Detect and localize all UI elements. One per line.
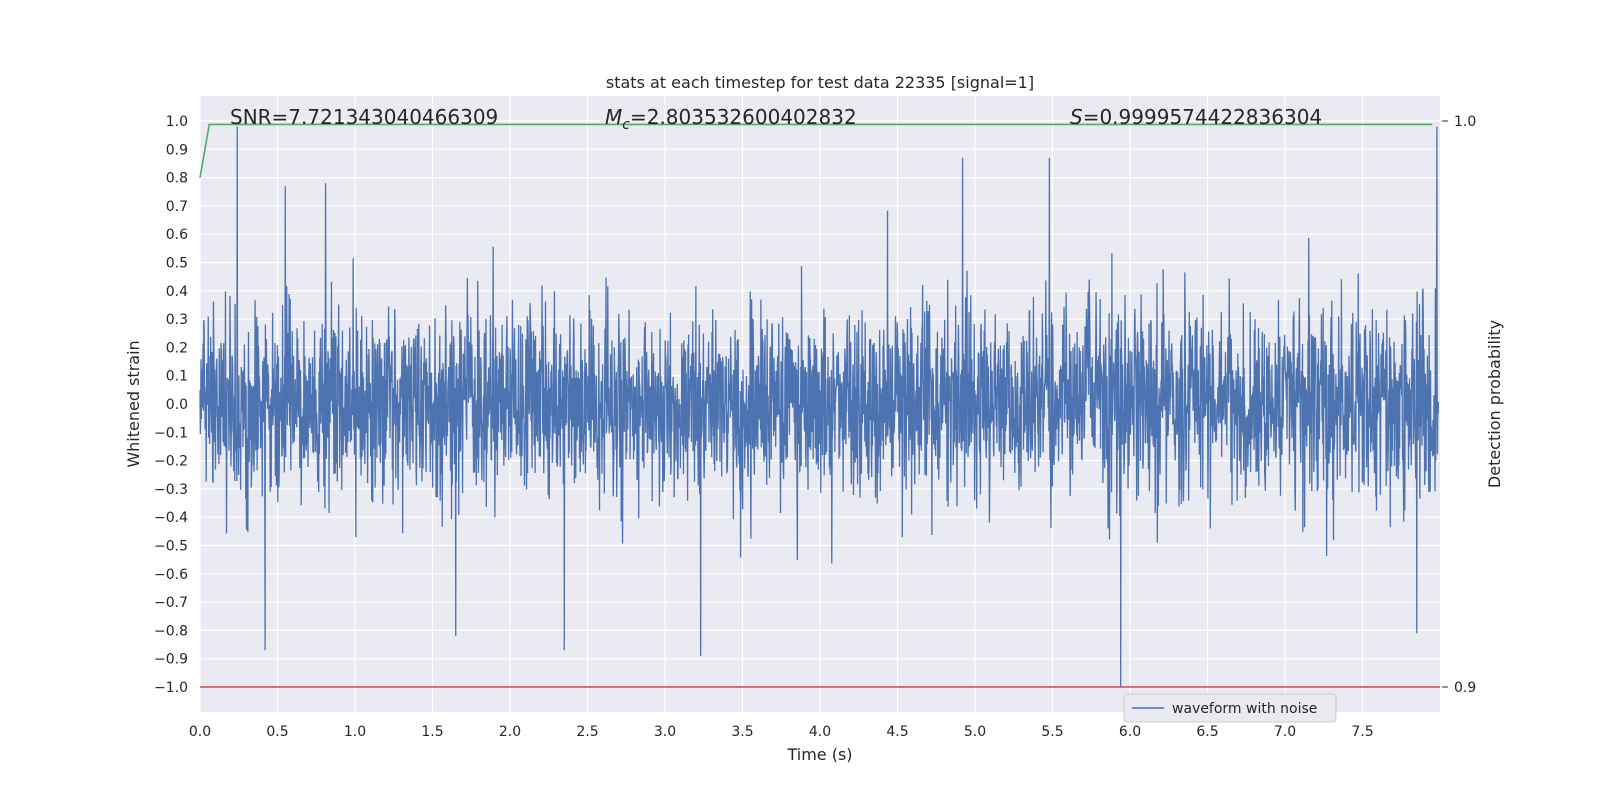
y-tick-label: −0.9 <box>154 652 188 668</box>
snr-annotation: SNR=7.721343040466309 <box>230 105 498 129</box>
x-tick-label: 2.5 <box>576 724 598 740</box>
x-tick-label: 4.5 <box>886 724 908 740</box>
y-tick-label: 0.3 <box>166 312 188 328</box>
x-tick-label: 2.0 <box>499 724 521 740</box>
y-tick-label: 0.7 <box>166 199 188 215</box>
x-tick-label: 6.0 <box>1119 724 1141 740</box>
line-series <box>199 123 1440 688</box>
y2-tick-label: 1.0 <box>1454 114 1476 130</box>
x-tick-label: 5.5 <box>1041 724 1063 740</box>
x-tick-label: 6.5 <box>1196 724 1218 740</box>
y-tick-label: 0.8 <box>166 171 188 187</box>
x-tick-label: 0.5 <box>266 724 288 740</box>
y-tick-label: 0.0 <box>166 397 188 413</box>
tick-labels: 0.0 0.5 1.0 1.5 2.0 2.5 3.0 3.5 4.0 4.5 5.0 5.5 6.0 6… <box>154 114 1476 740</box>
y-tick-label: −0.6 <box>154 567 188 583</box>
y-tick-label: −0.7 <box>154 595 188 611</box>
x-tick-label: 3.5 <box>731 724 753 740</box>
waveform-with-noise-line <box>199 126 1440 688</box>
legend: waveform with noise <box>1123 693 1337 723</box>
y-tick-label: 0.9 <box>166 142 188 158</box>
y-tick-label: 0.4 <box>166 284 188 300</box>
y-tick-label: −0.2 <box>154 454 188 470</box>
chart-title: stats at each timestep for test data 223… <box>606 73 1034 92</box>
y-tick-label: 0.5 <box>166 256 188 272</box>
y-tick-label: 1.0 <box>166 114 188 130</box>
score-annotation: S=0.9999574422836304 <box>1070 105 1322 129</box>
y-tick-label: 0.6 <box>166 227 188 243</box>
chirp-mass-annotation: Mc=2.803532600402832 <box>605 105 857 133</box>
y-tick-label: −0.4 <box>154 510 188 526</box>
waveform-series <box>199 126 1440 688</box>
x-tick-label: 3.0 <box>654 724 676 740</box>
x-tick-label: 7.5 <box>1351 724 1373 740</box>
x-tick-label: 7.0 <box>1274 724 1296 740</box>
y2-axis-label: Detection probability <box>1485 320 1504 488</box>
x-tick-label: 1.0 <box>344 724 366 740</box>
detection-probability-line <box>199 123 1433 178</box>
y-tick-label: −0.8 <box>154 623 188 639</box>
x-tick-label: 0.0 <box>189 724 211 740</box>
x-tick-label: 4.0 <box>809 724 831 740</box>
y-tick-label: 0.1 <box>166 369 188 385</box>
x-tick-label: 1.5 <box>421 724 443 740</box>
y-tick-label: −0.3 <box>154 482 188 498</box>
legend-box <box>1123 693 1337 723</box>
y-tick-label: −0.1 <box>154 425 188 441</box>
legend-label: waveform with noise <box>1172 701 1317 717</box>
y-tick-label: 0.2 <box>166 340 188 356</box>
x-axis-label: Time (s) <box>786 745 852 764</box>
y-tick-label: −1.0 <box>154 680 188 696</box>
y-tick-label: −0.5 <box>154 539 188 555</box>
x-tick-label: 5.0 <box>964 724 986 740</box>
y-axis-label: Whitened strain <box>124 340 143 467</box>
y2-tick-label: 0.9 <box>1454 680 1476 696</box>
